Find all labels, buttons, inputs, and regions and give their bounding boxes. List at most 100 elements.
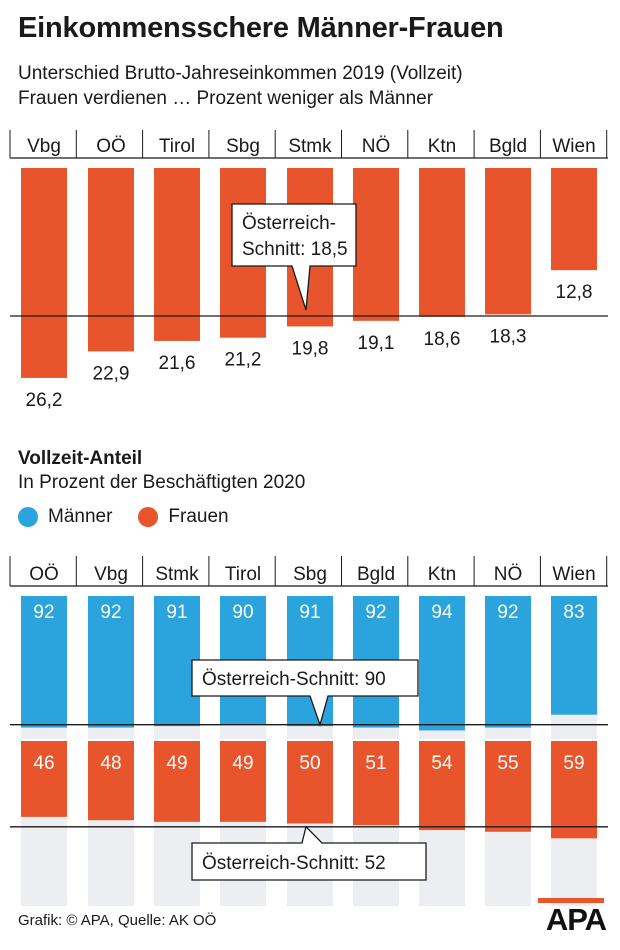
men-value-label: 94 <box>431 602 453 623</box>
footer-source: Grafik: © APA, Quelle: AK OÖ <box>18 912 217 929</box>
women-bar-Sbg <box>287 741 333 824</box>
section2-subtitle: In Prozent der Beschäftigten 2020 <box>18 472 306 493</box>
women-bar-NÖ <box>485 741 531 832</box>
average-label-line-2: Schnitt: 18,5 <box>242 239 348 260</box>
women-value-label: 55 <box>497 753 518 774</box>
category-label: NÖ <box>362 136 391 157</box>
men-bar-background <box>485 596 531 739</box>
value-label: 21,2 <box>225 350 262 371</box>
men-bar-background <box>88 596 134 739</box>
men-bar-NÖ <box>485 596 531 728</box>
value-label: 19,8 <box>292 338 329 359</box>
bar-Tirol <box>154 168 200 341</box>
category-label: OÖ <box>96 136 126 157</box>
women-bar-background <box>154 741 200 906</box>
logo-accent <box>538 898 604 903</box>
bar-Bgld <box>485 168 531 315</box>
women-average-label: Österreich-Schnitt: 52 <box>202 853 386 874</box>
value-label: 19,1 <box>358 333 395 354</box>
average-callout <box>231 203 357 311</box>
women-bar-background <box>21 741 67 906</box>
section2-title: Vollzeit-Anteil <box>18 448 143 469</box>
men-bar-background <box>154 596 200 739</box>
men-bar-background <box>353 596 399 739</box>
bar-NÖ <box>353 168 399 321</box>
women-bar-background <box>220 741 266 906</box>
value-label: 21,6 <box>159 353 196 374</box>
men-value-label: 92 <box>100 602 121 623</box>
men-bar-background <box>287 596 333 739</box>
category-label: Stmk <box>288 136 332 157</box>
page-title: Einkommensschere Männer-Frauen <box>18 12 504 44</box>
category-label: Tirol <box>225 564 261 585</box>
men-value-label: 92 <box>497 602 518 623</box>
category-label: OÖ <box>29 564 59 585</box>
men-bar-background <box>419 596 465 739</box>
women-bar-Ktn <box>419 741 465 831</box>
value-label: 18,6 <box>424 329 461 350</box>
men-bar-Stmk <box>154 596 200 727</box>
category-label: Vbg <box>94 564 128 585</box>
category-label: Ktn <box>428 564 457 585</box>
legend: Männer Frauen <box>18 506 255 528</box>
men-value-label: 92 <box>365 602 386 623</box>
bar-Ktn <box>419 168 465 317</box>
bar-OÖ <box>88 168 134 352</box>
average-label-line-1: Österreich- <box>242 213 336 234</box>
apa-logo: APA <box>545 902 607 937</box>
subtitle-line-1: Unterschied Brutto-Jahreseinkommen 2019 … <box>18 63 463 84</box>
women-bar-Stmk <box>154 741 200 822</box>
men-bar-Sbg <box>287 596 333 727</box>
legend-women-label: Frauen <box>168 506 229 527</box>
women-bar-OÖ <box>21 741 67 817</box>
men-value-label: 91 <box>166 602 187 623</box>
category-label: Stmk <box>155 564 199 585</box>
women-bar-background <box>551 741 597 906</box>
subtitle-line-2: Frauen verdienen … Prozent weniger als M… <box>18 88 434 109</box>
category-label: Bgld <box>489 136 527 157</box>
women-value-label: 49 <box>166 753 187 774</box>
bar-Vbg <box>21 168 67 378</box>
legend-men-swatch <box>18 507 38 527</box>
men-bar-Wien <box>551 596 597 715</box>
men-bar-background <box>220 596 266 739</box>
women-bar-Wien <box>551 741 597 839</box>
category-label: Vbg <box>27 136 61 157</box>
men-bar-background <box>551 596 597 739</box>
men-average-label: Österreich-Schnitt: 90 <box>202 669 386 690</box>
women-average-callout <box>191 825 427 881</box>
men-bar-OÖ <box>21 596 67 728</box>
men-bar-background <box>21 596 67 739</box>
legend-men-label: Männer <box>48 506 113 527</box>
women-bar-Tirol <box>220 741 266 822</box>
value-label: 22,9 <box>93 363 130 384</box>
women-bar-background <box>287 741 333 906</box>
women-bar-background <box>485 741 531 906</box>
women-value-label: 49 <box>232 753 253 774</box>
women-value-label: 50 <box>299 753 320 774</box>
income-gap-chart: Vbg 26,2 OÖ 22,9 Tirol 21,6 Sbg 21,2 Stmk 19,8 NÖ 1… <box>9 130 608 411</box>
value-label: 18,3 <box>490 326 527 347</box>
men-value-label: 92 <box>33 602 54 623</box>
women-value-label: 46 <box>33 753 54 774</box>
category-label: NÖ <box>494 564 523 585</box>
women-value-label: 59 <box>563 753 584 774</box>
category-label: Tirol <box>159 136 195 157</box>
value-label: 26,2 <box>26 390 63 411</box>
women-value-label: 51 <box>365 753 386 774</box>
category-label: Sbg <box>226 136 260 157</box>
category-label: Bgld <box>357 564 395 585</box>
men-value-label: 83 <box>563 602 584 623</box>
category-label: Wien <box>552 136 595 157</box>
men-average-callout <box>191 659 419 727</box>
bar-Wien <box>551 168 597 271</box>
women-value-label: 54 <box>431 753 453 774</box>
category-label: Wien <box>552 564 595 585</box>
women-bar-background <box>419 741 465 906</box>
men-value-label: 90 <box>232 602 253 623</box>
category-label: Sbg <box>293 564 327 585</box>
legend-women-swatch <box>138 507 159 527</box>
women-value-label: 48 <box>100 753 121 774</box>
men-bar-Vbg <box>88 596 134 728</box>
